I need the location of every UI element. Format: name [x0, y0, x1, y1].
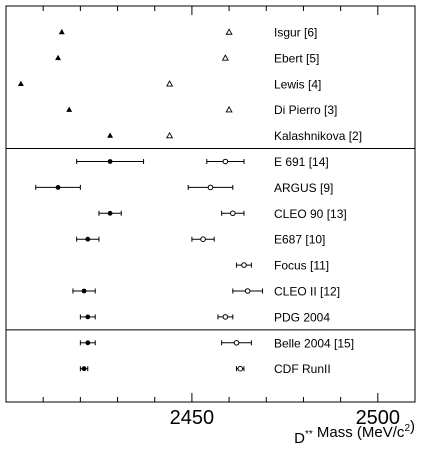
- row-label: Belle 2004 [15]: [274, 336, 354, 350]
- x-axis-label-text: Mass (MeV/c: [313, 424, 405, 441]
- triangle-open-marker: [225, 105, 233, 113]
- triangle-filled-marker: [66, 106, 73, 112]
- triangle-open-marker: [166, 131, 174, 139]
- row-label: E687 [10]: [274, 233, 325, 247]
- row-label: ARGUS [9]: [274, 181, 333, 195]
- point-open-marker: [222, 158, 229, 165]
- point-filled-marker: [107, 210, 113, 216]
- point-open-marker: [207, 184, 214, 191]
- point-open-marker: [241, 262, 247, 268]
- x-axis-label-superscript: 2: [404, 423, 410, 434]
- data-marks: [17, 28, 264, 372]
- row-label: Kalashnikova [2]: [274, 129, 362, 143]
- point-filled-marker: [81, 288, 87, 294]
- triangle-open-marker: [221, 54, 229, 61]
- point-filled-marker: [85, 314, 91, 320]
- row-label: E 691 [14]: [274, 155, 329, 169]
- point-filled-marker: [85, 236, 91, 242]
- point-open-marker: [237, 365, 244, 372]
- row-label: CLEO 90 [13]: [274, 207, 347, 221]
- point-filled-marker: [81, 366, 87, 372]
- point-open-marker: [233, 340, 240, 346]
- x-axis-label-superscript: **: [305, 429, 313, 440]
- plot-frame: [5, 5, 416, 403]
- triangle-filled-marker: [55, 54, 62, 61]
- row-labels: Isgur [6] Ebert [5] Lewis [4] Di Pierro [3]…: [274, 26, 362, 377]
- point-filled-marker: [55, 184, 61, 190]
- triangle-open-marker: [166, 80, 174, 87]
- row-label: Ebert [5]: [274, 51, 319, 65]
- plot-border: [5, 5, 416, 403]
- row-label: Lewis [4]: [274, 77, 321, 91]
- x-tick-label: 2500: [356, 407, 401, 429]
- point-open-marker: [200, 236, 206, 242]
- point-open-marker: [244, 288, 251, 294]
- row-label: CLEO II [12]: [274, 285, 340, 299]
- row-label: Focus [11]: [274, 259, 329, 273]
- point-open-marker: [222, 314, 229, 320]
- row-label: Di Pierro [3]: [274, 103, 337, 117]
- triangle-filled-marker: [58, 28, 65, 35]
- x-axis-label-text: ): [410, 418, 415, 435]
- point-filled-marker: [85, 340, 91, 346]
- point-open-marker: [230, 210, 236, 217]
- x-tick-label: 2450: [170, 407, 215, 429]
- x-axis-label: D** Mass (MeV/c2): [294, 418, 415, 447]
- row-label: PDG 2004: [274, 310, 330, 324]
- x-axis-label-text: D: [294, 430, 305, 447]
- triangle-open-marker: [225, 28, 233, 35]
- point-filled-marker: [107, 159, 113, 164]
- triangle-filled-marker: [17, 80, 24, 87]
- row-label: Isgur [6]: [274, 26, 317, 40]
- triangle-filled-marker: [107, 132, 114, 138]
- row-label: CDF RunII: [274, 362, 331, 376]
